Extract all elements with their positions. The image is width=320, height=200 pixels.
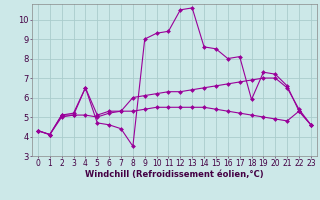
X-axis label: Windchill (Refroidissement éolien,°C): Windchill (Refroidissement éolien,°C) bbox=[85, 170, 264, 179]
